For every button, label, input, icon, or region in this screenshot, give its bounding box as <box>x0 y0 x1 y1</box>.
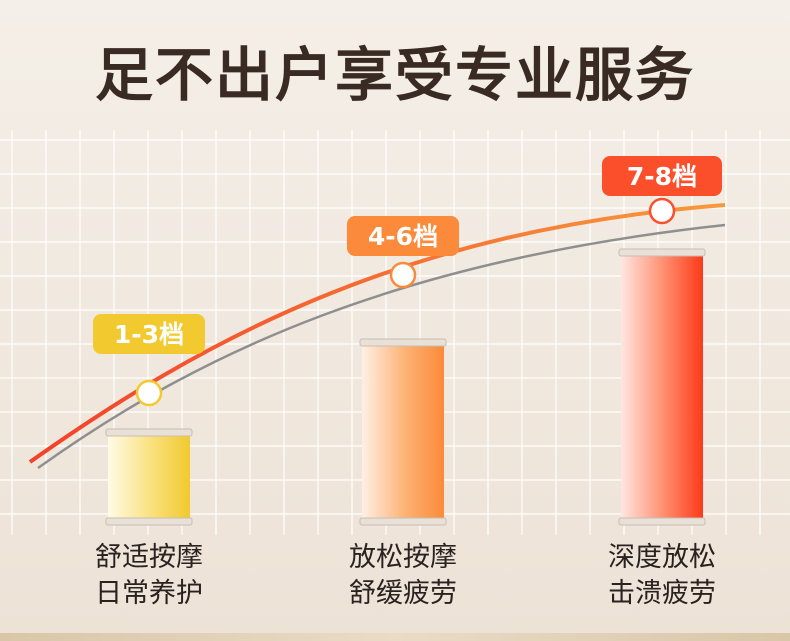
category-label: 击溃疲劳 <box>608 578 716 609</box>
bar <box>621 252 703 522</box>
bottom-divider <box>0 633 790 641</box>
trend-curve-shadow <box>37 223 726 470</box>
level-marker <box>389 261 417 289</box>
markers <box>93 156 722 407</box>
category-label: 放松按摩 <box>349 542 457 573</box>
bar-cap-bottom <box>618 517 706 526</box>
level-marker <box>648 197 676 225</box>
level-badge <box>602 156 722 196</box>
bar-cap-bottom <box>105 517 193 526</box>
bar-cap-top <box>359 338 447 347</box>
category-label: 舒适按摩 <box>95 542 203 573</box>
trend-curve <box>28 203 726 464</box>
page-title: 足不出户享受专业服务 <box>94 41 695 109</box>
level-badge-label: 7-8档 <box>627 162 697 191</box>
level-marker <box>135 379 163 407</box>
level-badge-label: 4-6档 <box>368 222 438 251</box>
level-badge <box>93 314 205 354</box>
bar <box>108 432 190 522</box>
bars <box>105 248 706 526</box>
trend-curves <box>28 203 726 470</box>
bar-cap-bottom <box>359 517 447 526</box>
level-badge <box>347 216 459 256</box>
category-label: 舒缓疲劳 <box>349 578 457 609</box>
category-label: 深度放松 <box>608 542 716 573</box>
category-label: 日常养护 <box>95 578 203 609</box>
bar-cap-top <box>105 428 193 437</box>
level-badge-label: 1-3档 <box>114 320 184 349</box>
bar-cap-top <box>618 248 706 257</box>
bar <box>362 342 444 522</box>
